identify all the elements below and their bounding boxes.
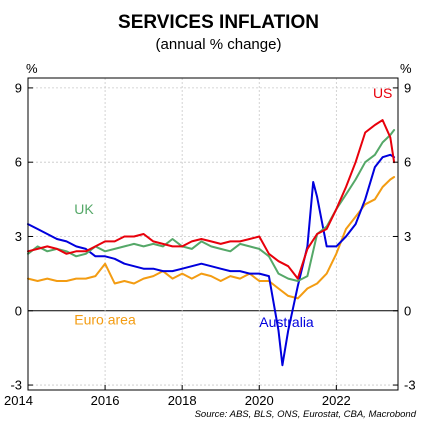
y-unit-left: % bbox=[26, 61, 38, 76]
x-tick-label: 2020 bbox=[245, 393, 274, 408]
chart-title: SERVICES INFLATION bbox=[118, 12, 319, 33]
y-tick-label-left: 0 bbox=[15, 303, 22, 318]
y-unit-right: % bbox=[400, 61, 412, 76]
series-labels: US UK Euro area Australia bbox=[74, 85, 392, 330]
gridlines bbox=[28, 78, 398, 390]
series-label-uk: UK bbox=[74, 201, 94, 217]
chart-subtitle: (annual % change) bbox=[156, 36, 282, 53]
y-tick-label-right: -3 bbox=[404, 378, 416, 393]
y-tick-label-left: 9 bbox=[15, 80, 22, 95]
series-label-us: US bbox=[373, 85, 392, 101]
series-label-euro-area: Euro area bbox=[74, 311, 136, 327]
y-tick-label-right: 0 bbox=[404, 303, 411, 318]
chart-source: Source: ABS, BLS, ONS, Eurostat, CBA, Ma… bbox=[195, 409, 417, 420]
x-tick-label: 2022 bbox=[322, 393, 351, 408]
series-line-us bbox=[27, 119, 396, 280]
x-tick-label: 2016 bbox=[91, 393, 120, 408]
plot-frame bbox=[27, 77, 399, 391]
y-tick-label-left: 3 bbox=[15, 229, 22, 244]
y-tick-label-left: 6 bbox=[15, 155, 22, 170]
series-line-australia bbox=[27, 153, 396, 367]
series-line-euro-area bbox=[27, 176, 396, 300]
y-tick-label-right: 6 bbox=[404, 155, 411, 170]
series-line-uk bbox=[27, 129, 396, 282]
y-tick-label-left: -3 bbox=[10, 378, 22, 393]
x-tick-label: 2014 bbox=[4, 393, 33, 408]
y-tick-label-right: 9 bbox=[404, 80, 411, 95]
axis-ticks: -3 -3 0 0 3 3 6 6 9 9 2014 2016 2018 2020 2022 bbox=[4, 80, 416, 408]
x-tick-label: 2018 bbox=[168, 393, 197, 408]
y-tick-label-right: 3 bbox=[404, 229, 411, 244]
series-label-australia: Australia bbox=[259, 314, 314, 330]
series-lines bbox=[27, 119, 396, 367]
